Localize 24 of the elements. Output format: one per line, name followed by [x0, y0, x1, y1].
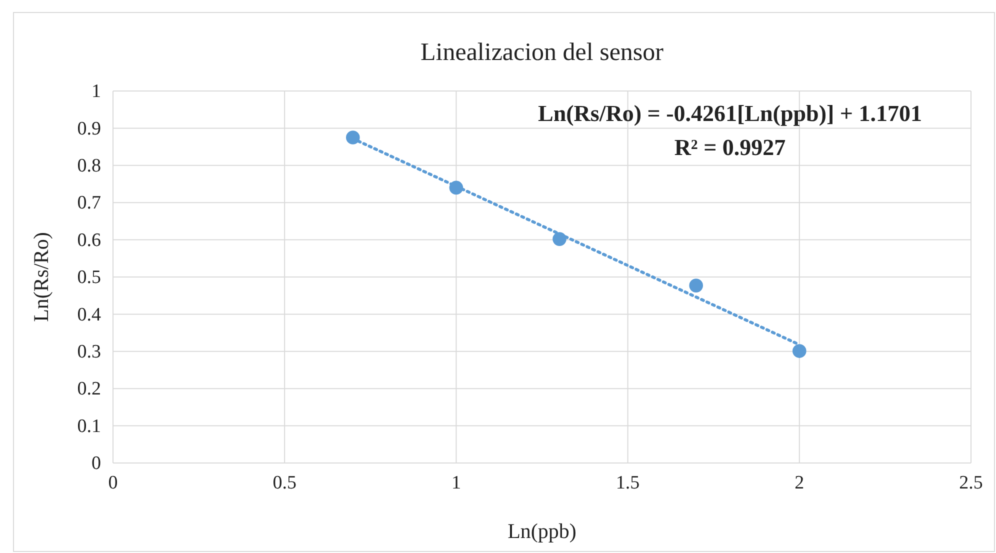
- y-tick-label: 1: [92, 81, 101, 102]
- x-axis-title: Ln(ppb): [508, 519, 576, 543]
- y-tick-label: 0.6: [77, 230, 101, 251]
- annotation: Ln(Rs/Ro) = -0.4261[Ln(ppb)] + 1.1701: [538, 101, 922, 126]
- y-axis-title: Ln(Rs/Ro): [29, 232, 53, 322]
- y-tick-label: 0.9: [77, 118, 101, 140]
- annotation: R² = 0.9927: [674, 135, 786, 160]
- x-tick-label: 0: [108, 472, 118, 494]
- x-tick-label: 2: [794, 472, 804, 494]
- y-tick-label: 0.3: [77, 341, 101, 362]
- y-tick-label: 0.1: [77, 416, 101, 437]
- y-tick-label: 0.8: [77, 155, 101, 176]
- x-tick-label: 1.5: [616, 472, 640, 494]
- chart-title: Linealizacion del sensor: [420, 39, 664, 66]
- x-tick-label: 1: [451, 472, 461, 494]
- point: [689, 278, 704, 292]
- x-tick-label: 2.5: [959, 472, 983, 494]
- y-tick-label: 0.7: [77, 192, 101, 214]
- y-tick-label: 0.4: [77, 304, 102, 326]
- point: [792, 344, 806, 358]
- x-tick-label: 0.5: [272, 472, 296, 494]
- y-tick-label: 0.2: [77, 378, 101, 400]
- y-tick-label: 0: [92, 453, 101, 474]
- y-tick-label: 0.5: [77, 267, 101, 288]
